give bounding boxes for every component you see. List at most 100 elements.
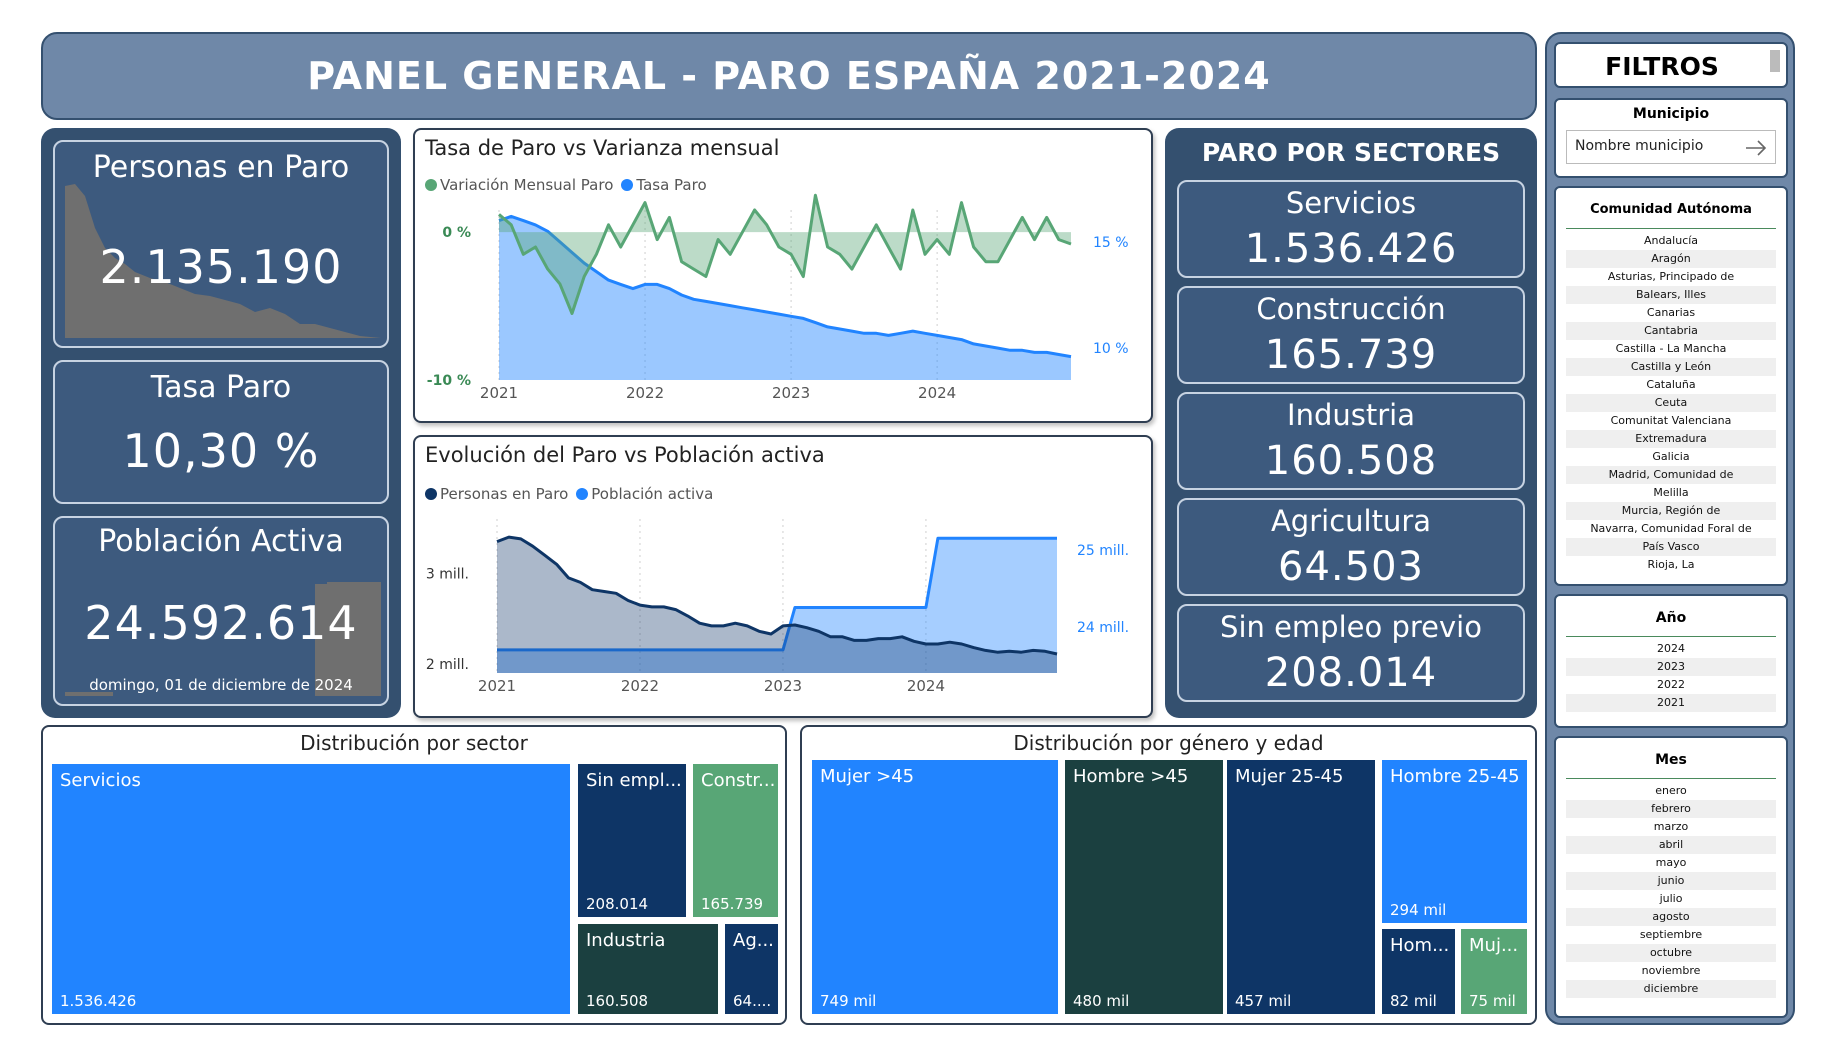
comunidad-item[interactable]: Extremadura (1566, 430, 1776, 448)
comunidad-item[interactable]: Balears, Illes (1566, 286, 1776, 304)
kpi-tasa-paro[interactable]: Tasa Paro 10,30 % (53, 360, 389, 504)
chart-paro-vs-poblacion[interactable]: Evolución del Paro vs Población activa P… (413, 435, 1153, 718)
anio-item[interactable]: 2021 (1566, 694, 1776, 712)
comunidad-item[interactable]: Rioja, La (1647, 558, 1695, 571)
mes-item[interactable]: abril (1566, 836, 1776, 854)
treemap-tile-mujer-25-45[interactable]: Mujer 25-45 457 mil (1227, 760, 1375, 1014)
comunidad-item[interactable]: Castilla - La Mancha (1615, 342, 1727, 355)
mes-item[interactable]: agosto (1566, 908, 1776, 926)
sector-card-agricultura[interactable]: Agricultura 64.503 (1177, 498, 1525, 596)
chart-tasa-vs-varianza[interactable]: Tasa de Paro vs Varianza mensual Variaci… (413, 128, 1153, 423)
mes-item[interactable]: junio (1566, 872, 1776, 890)
comunidad-item[interactable]: Cantabria (1566, 322, 1776, 340)
slicer-municipio: Municipio Nombre municipio (1554, 98, 1788, 178)
slicer-anio: Año 2024 2023 2022 2021 (1554, 594, 1788, 728)
mes-item[interactable]: noviembre (1641, 964, 1701, 977)
comunidad-item[interactable]: Asturias, Principado de (1607, 270, 1735, 283)
sector-card-industria[interactable]: Industria 160.508 (1177, 392, 1525, 490)
kpi-personas-en-paro[interactable]: Personas en Paro 2.135.190 (53, 140, 389, 348)
slicer-comunidad-label: Comunidad Autónoma (1590, 202, 1752, 217)
anio-item[interactable]: 2023 (1566, 658, 1776, 676)
sector-header: PARO POR SECTORES (1201, 138, 1501, 167)
series-area-0 (497, 537, 1057, 673)
series-line-0 (496, 535, 1058, 656)
sector-label: Construcción (1256, 292, 1446, 326)
municipio-search-field[interactable]: Nombre municipio (1566, 130, 1776, 164)
comunidad-item[interactable]: Murcia, Región de (1566, 502, 1776, 520)
mes-item[interactable]: marzo (1653, 820, 1689, 833)
chart1-legend-item-tasa[interactable]: Tasa Paro (621, 176, 707, 194)
comunidad-item[interactable]: Melilla (1653, 486, 1689, 499)
mes-list: enero febrero marzo abril mayo junio julio agos… (1566, 782, 1776, 998)
comunidad-item[interactable]: Aragón (1566, 250, 1776, 268)
anio-item[interactable]: 2022 (1657, 678, 1685, 691)
comunidad-list: Andalucía Aragón Asturias, Principado de Ba… (1566, 232, 1776, 574)
sector-card-construccion[interactable]: Construcción 165.739 (1177, 286, 1525, 384)
slicer-anio-label: Año (1655, 610, 1687, 626)
chart1-legend-item-variacion[interactable]: Variación Mensual Paro (425, 176, 613, 194)
treemap-tile-construccion[interactable]: Constr... 165.739 (693, 764, 778, 917)
chart2-legend-item-poblacion[interactable]: Población activa (576, 485, 713, 503)
chart2-title: Evolución del Paro vs Población activa (425, 443, 825, 467)
series-area-0 (499, 195, 1071, 314)
chart2-legend-item-personas[interactable]: Personas en Paro (425, 485, 568, 503)
slicer-divider (1566, 778, 1776, 779)
kpi-tasa-label: Tasa Paro (150, 370, 292, 405)
treemap-tile-sin-empleo[interactable]: Sin empl... 208.014 (578, 764, 686, 917)
sector-value: 165.739 (1264, 332, 1438, 378)
anio-item[interactable]: 2024 (1657, 642, 1685, 655)
kpi-poblacion-activa[interactable]: Población Activa 24.592.614 domingo, 01 … (53, 516, 389, 706)
mes-item[interactable]: diciembre (1566, 980, 1776, 998)
page-title: PANEL GENERAL - PARO ESPAÑA 2021-2024 (41, 32, 1537, 120)
sector-label: Servicios (1285, 186, 1417, 220)
mes-item[interactable]: mayo (1655, 856, 1687, 869)
filters-header-box: FILTROS (1554, 42, 1788, 88)
treemap-tile-agricultura[interactable]: Ag... 64.... (725, 924, 778, 1014)
mes-item[interactable]: octubre (1566, 944, 1776, 962)
anio-list: 2024 2023 2022 2021 (1566, 640, 1776, 712)
treemap-tile-hombre-joven[interactable]: Hom... 82 mil (1382, 929, 1455, 1014)
chart2-plot: 2021 2022 2023 2024 3 mill. 2 mill. 25 mill. 24… (426, 519, 1129, 695)
y-right-tick-label: 15 % (1093, 235, 1129, 251)
comunidad-item[interactable]: País Vasco (1566, 538, 1776, 556)
comunidad-item[interactable]: Comunitat Valenciana (1610, 414, 1732, 427)
treemap-tile-hombre-45[interactable]: Hombre >45 480 mil (1065, 760, 1223, 1014)
x-tick-label: 2024 (918, 384, 956, 402)
y-left-tick-label: 3 mill. (426, 566, 469, 582)
sector-value: 208.014 (1264, 650, 1438, 696)
mes-item[interactable]: septiembre (1639, 928, 1703, 941)
filters-panel: FILTROS Municipio Nombre municipio Comun… (1545, 32, 1795, 1025)
slicer-municipio-label: Municipio (1632, 106, 1710, 122)
kpi-personas-label: Personas en Paro (92, 150, 350, 185)
kpi-tasa-value: 10,30 % (122, 424, 320, 478)
treemap-tile-mujer-45[interactable]: Mujer >45 749 mil (812, 760, 1058, 1014)
kpi-date: domingo, 01 de diciembre de 2024 (89, 676, 353, 694)
mes-item[interactable]: julio (1659, 892, 1683, 905)
comunidad-item[interactable]: Galicia (1652, 450, 1690, 463)
mes-item[interactable]: enero (1655, 784, 1687, 797)
chart2-legend: Personas en Paro Población activa (425, 485, 713, 503)
kpi-poblacion-value: 24.592.614 (84, 596, 358, 650)
comunidad-item[interactable]: Ceuta (1566, 394, 1776, 412)
y-right-tick-label: 25 mill. (1077, 543, 1129, 559)
x-tick-label: 2022 (621, 677, 659, 695)
sector-card-servicios[interactable]: Servicios 1.536.426 (1177, 180, 1525, 278)
arrow-right-icon[interactable] (1745, 140, 1767, 156)
sector-value: 1.536.426 (1244, 226, 1458, 272)
treemap-tile-servicios[interactable]: Servicios 1.536.426 (52, 764, 570, 1014)
filters-scrollbar[interactable] (1770, 50, 1780, 72)
comunidad-item[interactable]: Canarias (1646, 306, 1696, 319)
filters-title: FILTROS (1605, 52, 1719, 81)
comunidad-item[interactable]: Andalucía (1643, 234, 1699, 247)
municipio-placeholder: Nombre municipio (1575, 138, 1704, 154)
chart1-legend: Variación Mensual Paro Tasa Paro (425, 176, 707, 194)
comunidad-item[interactable]: Cataluña (1646, 378, 1696, 391)
treemap-tile-industria[interactable]: Industria 160.508 (578, 924, 718, 1014)
comunidad-item[interactable]: Navarra, Comunidad Foral de (1590, 522, 1752, 535)
mes-item[interactable]: febrero (1566, 800, 1776, 818)
comunidad-item[interactable]: Madrid, Comunidad de (1566, 466, 1776, 484)
treemap-tile-mujer-joven[interactable]: Muj... 75 mil (1461, 929, 1527, 1014)
comunidad-item[interactable]: Castilla y León (1566, 358, 1776, 376)
treemap-tile-hombre-25-45[interactable]: Hombre 25-45 294 mil (1382, 760, 1527, 923)
sector-card-sin-empleo-previo[interactable]: Sin empleo previo 208.014 (1177, 604, 1525, 702)
